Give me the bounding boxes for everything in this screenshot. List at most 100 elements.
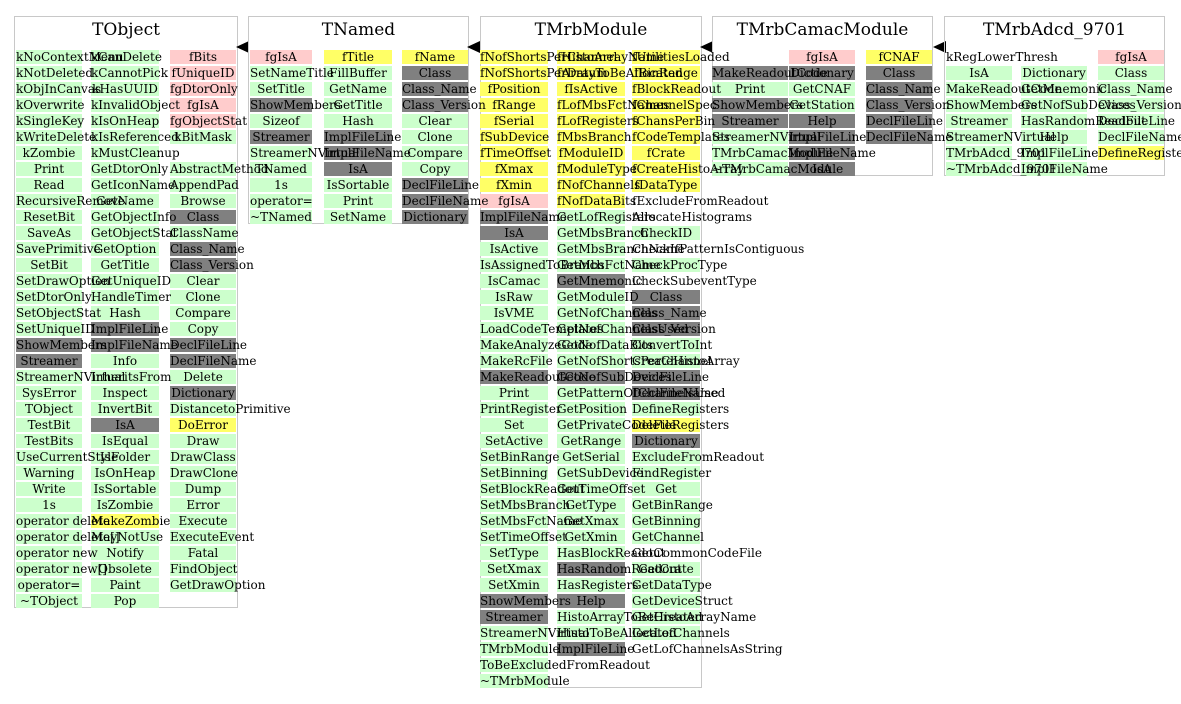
member-label: HandleTimer xyxy=(91,290,172,304)
member-label: Help xyxy=(807,114,837,128)
member-cell: Streamer xyxy=(946,114,1012,128)
member-label: GetBinRange xyxy=(632,498,713,512)
member-cell: Class xyxy=(1098,66,1164,80)
member-cell: Class_Name xyxy=(866,82,941,96)
member-label: Dump xyxy=(184,482,222,496)
member-label: Sizeof xyxy=(262,114,300,128)
member-label: Clone xyxy=(417,130,453,144)
member-cell: ConvertToInt xyxy=(632,338,712,352)
member-cell: ExecuteEvent xyxy=(170,530,254,544)
member-label: StreamerNVirtual xyxy=(480,626,590,640)
member-label: kIsOnHeap xyxy=(91,114,160,128)
inheritance-arrow-icon xyxy=(700,41,713,53)
member-label: GetObjectInfo xyxy=(91,210,177,224)
member-label: DeclFileLine xyxy=(632,370,710,384)
member-cell: StreamerNVirtual xyxy=(480,626,589,640)
member-label: TNamed xyxy=(255,162,307,176)
member-label: TObject xyxy=(25,402,73,416)
member-label: GetTitle xyxy=(333,98,383,112)
member-label: Dictionary xyxy=(403,210,467,224)
member-cell: Dictionary xyxy=(789,66,855,80)
member-cell: GetType xyxy=(557,498,625,512)
member-cell: AppendPad xyxy=(170,178,239,192)
member-cell: kRegLowerThresh xyxy=(946,50,1058,64)
member-label: GetXmax xyxy=(563,514,619,528)
member-cell: CheckIfPatternIsContiguous xyxy=(632,242,804,256)
member-label: GetOption xyxy=(93,242,157,256)
member-label: GetMbsBranch xyxy=(557,226,649,240)
member-label: TMrbCamacModule xyxy=(712,146,834,160)
member-label: MakeAnalyzeCode xyxy=(480,338,593,352)
member-label: Set xyxy=(503,418,525,432)
member-label: fArrayToBeAllocated xyxy=(557,66,683,80)
member-cell: Draw xyxy=(170,434,236,448)
member-cell: Streamer xyxy=(16,354,82,368)
member-label: GetPatternOfChannelsUsed xyxy=(557,386,726,400)
member-cell: fHistoArrayName xyxy=(557,50,664,64)
member-label: SetObjectStat xyxy=(16,306,102,320)
member-cell: Paint xyxy=(91,578,159,592)
member-cell: IsCamac xyxy=(480,274,548,288)
member-label: Pop xyxy=(113,594,137,608)
member-label: SavePrimitive xyxy=(16,242,101,256)
member-cell: GetBinning xyxy=(632,514,701,528)
member-label: StreamerNVirtual xyxy=(250,146,360,160)
member-label: IsVME xyxy=(493,306,535,320)
member-label: Streamer xyxy=(20,354,78,368)
member-cell: Class xyxy=(402,66,468,80)
member-cell: IsA xyxy=(480,226,548,240)
member-label: fNofDataBits xyxy=(557,194,636,208)
member-cell: RecursiveRemove xyxy=(16,194,125,208)
member-cell: kCannotPick xyxy=(91,66,168,80)
member-label: fCrate xyxy=(646,146,686,160)
member-label: fUniqueID xyxy=(171,66,235,80)
member-label: ToBeExcludedFromReadout xyxy=(480,658,650,672)
member-cell: fUtilitiesLoaded xyxy=(632,50,730,64)
member-label: IsA xyxy=(115,418,135,432)
member-cell: GetNofSubDevices xyxy=(1021,98,1136,112)
member-label: Class_Version xyxy=(1098,98,1181,112)
member-label: GetMnemonic xyxy=(1021,82,1107,96)
member-label: Execute xyxy=(178,514,228,528)
member-cell: DefineRegisters xyxy=(1098,146,1181,160)
member-label: fCNAF xyxy=(878,50,920,64)
class-box-tnamed: TNamed fgIsA SetNameTitle SetTitle ShowMemb… xyxy=(240,0,489,704)
member-label: fgIsA xyxy=(1115,50,1147,64)
member-cell: SetMbsFctName xyxy=(480,514,582,528)
member-label: GetMbsFctName xyxy=(557,258,661,272)
member-label: 1s xyxy=(274,178,288,192)
member-cell: GetMnemonic xyxy=(557,274,643,288)
member-cell: TMrbModule xyxy=(480,642,560,656)
member-label: Class_Name xyxy=(170,242,245,256)
member-label: ImplFileName xyxy=(480,210,567,224)
member-cell: DrawClone xyxy=(170,466,238,480)
member-cell: GetDeviceStruct xyxy=(632,594,733,608)
member-cell: HistoToBeAllocated xyxy=(557,626,677,640)
member-cell: SetNameTitle xyxy=(250,66,334,80)
member-cell: Dictionary xyxy=(632,434,700,448)
member-label: SetName xyxy=(329,210,387,224)
member-label: fNofShortsPerDatum xyxy=(480,66,608,80)
member-cell: fModuleID xyxy=(557,146,625,160)
member-label: SetBlockReadout xyxy=(480,482,585,496)
member-label: CheckProcType xyxy=(632,258,728,272)
member-label: SetDtorOnly xyxy=(16,290,92,304)
member-cell: Fatal xyxy=(170,546,236,560)
member-label: Copy xyxy=(419,162,451,176)
member-label: fName xyxy=(414,50,456,64)
member-cell: SetActive xyxy=(480,434,548,448)
member-label: fRange xyxy=(492,98,536,112)
member-label: ShowMembers xyxy=(16,338,107,352)
member-label: MakeZombie xyxy=(91,514,171,528)
member-label: AllocateHistograms xyxy=(632,210,752,224)
member-label: Help xyxy=(1039,130,1069,144)
member-label: fExcludeFromReadout xyxy=(632,194,769,208)
member-cell: Class_Name xyxy=(170,242,245,256)
member-label: ~TMrbModule xyxy=(480,674,570,688)
member-label: fModuleType xyxy=(557,162,637,176)
member-label: GetLofChannels xyxy=(632,626,730,640)
member-cell: DeclFileLine xyxy=(632,370,709,384)
member-cell: StreamerNVirtual xyxy=(946,130,1055,144)
member-label: kIsReferenced xyxy=(91,130,179,144)
